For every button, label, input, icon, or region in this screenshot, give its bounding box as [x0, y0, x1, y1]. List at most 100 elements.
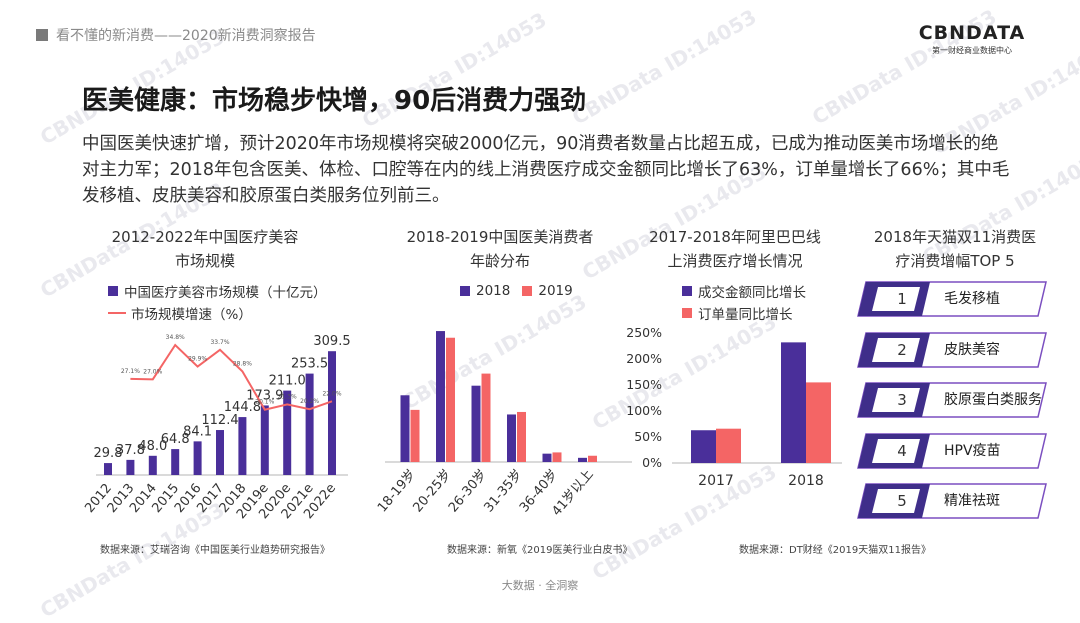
chart1-bar [328, 351, 336, 475]
panel1-title-line1: 2012-2022年中国医疗美容 [111, 228, 299, 246]
chart1-bar [126, 459, 135, 475]
chart1-value-label: 253.5 [291, 357, 328, 372]
chart2-bar-2019 [410, 409, 420, 462]
rank-label: 毛发移植 [944, 291, 1000, 307]
description: 中国医美快速扩增，预计2020年市场规模将突破2000亿元，90消费者数量占比超… [82, 134, 1010, 206]
chart1-bar [260, 405, 269, 475]
chart2-bar-2018 [436, 331, 445, 462]
chart1-value-label: 37.8 [116, 443, 145, 458]
chart3-x-tick: 2018 [788, 473, 824, 489]
chart3-bar-sales [781, 342, 806, 463]
chart3-y-tick: 200% [626, 351, 662, 366]
chart1-value-label: 64.8 [161, 432, 190, 447]
panel3-title-line1: 2017-2018年阿里巴巴线 [649, 228, 821, 246]
rank-item: 5 精准祛斑 [856, 483, 1050, 519]
footer: 大数据 · 全洞察 [501, 579, 579, 592]
legend-label: 中国医疗美容市场规模（十亿元） [124, 285, 327, 301]
chart1-value-label: 48.0 [138, 439, 167, 454]
chart1-growth-label: 29.9% [188, 356, 207, 363]
legend-swatch [460, 286, 470, 296]
logo: CBNDATA 第一财经商业数据中心 [912, 22, 1032, 56]
panel1-title: 2012-2022年中国医疗美容 市场规模 [90, 225, 320, 273]
legend-swatch [522, 286, 533, 296]
rank-label: 精准祛斑 [944, 493, 1000, 509]
rank-label: 胶原蛋白类服务 [944, 392, 1042, 408]
chart1-growth-label: 27.1% [121, 368, 140, 375]
chart2-bar-2018 [507, 414, 516, 462]
chart2-bar-2018 [542, 453, 552, 462]
page-title: 医美健康：市场稳步快增，90后消费力强劲 [82, 86, 587, 116]
chart1-bar [171, 449, 180, 475]
panel2-title-line1: 2018-2019中国医美消费者 [406, 228, 594, 246]
chart1-growth-label: 21.3% [278, 393, 297, 400]
panel3-title: 2017-2018年阿里巴巴线 上消费医疗增长情况 [625, 225, 845, 273]
chart1-growth-label: 34.8% [166, 334, 185, 341]
legend-label: 市场规模增速（%） [131, 307, 252, 323]
chart1-growth-label: 27.0% [143, 368, 162, 375]
chart3-y-tick: 0% [642, 455, 662, 470]
chart2-bar-2018 [578, 457, 587, 462]
chart1-bar [193, 441, 202, 475]
rank-item-shape [857, 432, 1047, 469]
rank-number: 2 [897, 340, 907, 359]
chart3-x-tick: 2017 [698, 473, 734, 489]
rank-label: 皮肤美容 [944, 341, 1000, 358]
legend-label: 2018 [476, 283, 511, 299]
chart3-bar-sales [691, 430, 716, 463]
chart2-legend: 2018 2019 [460, 280, 573, 302]
chart2-bar-2019 [517, 411, 526, 462]
chart2-bar-2018 [471, 385, 481, 462]
chart1-value-label: 144.8 [224, 400, 261, 415]
rank-item: 2 皮肤美容 [856, 331, 1050, 368]
header-square-icon [36, 29, 48, 41]
chart2-bar-2019 [481, 373, 491, 462]
chart1-bar [216, 430, 224, 475]
rank-number: 5 [897, 492, 907, 510]
panel4-title-line2: 疗消费增幅TOP 5 [895, 252, 1015, 270]
logo-main: CBNDATA [918, 22, 1026, 44]
chart2-bar-2019 [552, 452, 562, 462]
chart1-growth-label: 20.1% [255, 399, 274, 406]
chart1-value-label: 112.4 [201, 413, 238, 428]
chart1-bar [305, 373, 314, 475]
charts-canvas: 29.8201237.8201348.0201464.8201584.12016… [82, 325, 842, 522]
chart3-bar-orders [806, 382, 831, 463]
legend-swatch [682, 286, 692, 296]
chart1-bar [104, 463, 112, 475]
panel4-title: 2018年天猫双11消费医 疗消费增幅TOP 5 [850, 225, 1060, 273]
chart1-growth-line [130, 343, 333, 411]
panel4-title-line1: 2018年天猫双11消费医 [873, 228, 1037, 246]
chart1-growth-label: 33.7% [210, 339, 229, 346]
chart2-bar-2019 [446, 337, 455, 462]
rank-label: HPV疫苗 [944, 442, 1001, 459]
chart3-y-tick: 50% [634, 429, 662, 444]
chart1-legend: 中国医疗美容市场规模（十亿元） 市场规模增速（%） [108, 280, 327, 324]
chart1-growth-label: 28.8% [233, 360, 252, 367]
chart1-value-label: 84.1 [183, 424, 212, 439]
rank-item: 3 胶原蛋白类服务 [856, 382, 1050, 418]
chart2-bar-2018 [400, 395, 410, 462]
rank-number: 1 [897, 290, 907, 308]
chart3-legend: 成交金额同比增长 订单量同比增长 [682, 280, 806, 324]
panel3-title-line2: 上消费医疗增长情况 [667, 252, 803, 270]
chart3-bar-orders [716, 428, 741, 463]
chart2-source: 数据来源：新氧《2019医美行业白皮书》 [447, 545, 633, 556]
rank-item: 1 毛发移植 [856, 281, 1050, 317]
rank-item-shape [857, 483, 1047, 519]
panel2-title-line2: 年龄分布 [469, 252, 530, 270]
chart3-y-tick: 150% [626, 377, 662, 392]
panel1-title-line2: 市场规模 [174, 252, 235, 270]
chart1-value-label: 211.0 [269, 374, 306, 389]
header-text: 看不懂的新消费——2020新消费洞察报告 [56, 28, 316, 44]
legend-swatch [682, 308, 692, 318]
legend-swatch [108, 286, 118, 296]
chart3-source: 数据来源：DT财经《2019天猫双11报告》 [739, 545, 931, 556]
chart1-bar [148, 455, 157, 475]
rank-item: 4 HPV疫苗 [856, 432, 1050, 469]
chart1-growth-label: 22.0% [322, 390, 341, 397]
rank-number: 3 [897, 391, 907, 409]
rank-item-shape [857, 281, 1047, 317]
chart3-y-tick: 250% [626, 325, 662, 340]
rank-item-shape [857, 331, 1047, 368]
chart1-bar [238, 417, 247, 475]
